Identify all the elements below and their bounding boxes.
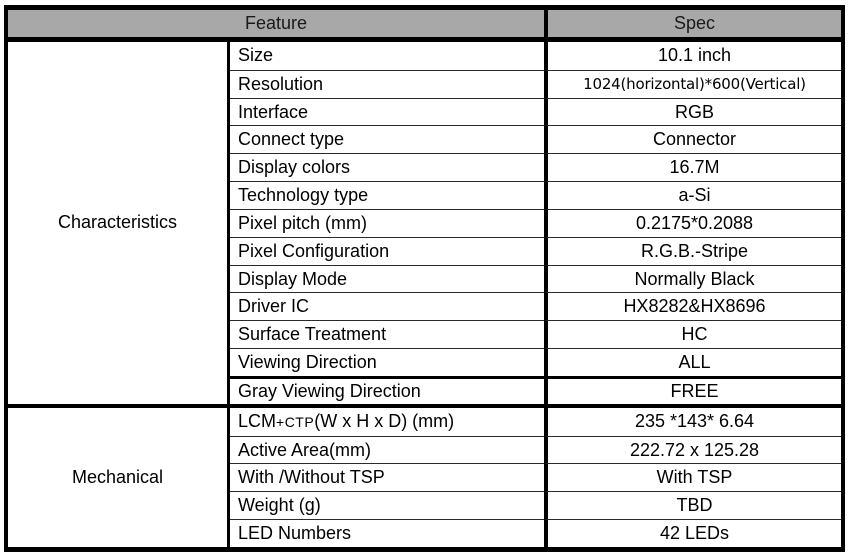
feature-cell: LED Numbers [230, 519, 544, 547]
spec-cell: Connector [544, 125, 841, 154]
table-header-row: Feature Spec [8, 10, 841, 42]
section-label-characteristics: Characteristics [8, 42, 230, 404]
feature-cell: With /Without TSP [230, 463, 544, 491]
feature-cell: Gray Viewing Direction [230, 375, 544, 404]
spec-cell: TBD [544, 491, 841, 520]
spec-cell: 222.72 x 125.28 [544, 435, 841, 464]
spec-cell: ALL [544, 348, 841, 376]
spec-column-header: Spec [544, 10, 841, 37]
feature-cell: Interface [230, 97, 544, 126]
spec-cell: 235 *143* 6.64 [544, 407, 841, 436]
spec-cell: a-Si [544, 181, 841, 209]
feature-cell: Display Mode [230, 264, 544, 293]
feature-cell: Weight (g) [230, 491, 544, 519]
section-mechanical: Mechanical LCM +CTP (W x H x D) (mm) 235… [8, 407, 841, 547]
spec-cell: HC [544, 320, 841, 349]
feature-cell: Resolution [230, 69, 544, 98]
section-label-mechanical: Mechanical [8, 407, 230, 547]
feature-cell: Connect type [230, 125, 544, 153]
feature-cell: Pixel Configuration [230, 236, 544, 265]
feature-cell: Surface Treatment [230, 320, 544, 348]
spec-cell: 42 LEDs [544, 519, 841, 547]
feature-cell: Technology type [230, 181, 544, 209]
section-characteristics: Characteristics Size 10.1 inch Resolutio… [8, 42, 841, 404]
spec-cell: R.G.B.-Stripe [544, 236, 841, 265]
spec-cell: 1024(horizontal)*600(Vertical) [544, 69, 841, 98]
feature-cell: Display colors [230, 153, 544, 181]
spec-cell: RGB [544, 97, 841, 126]
dimensions-label-part: (W x H x D) (mm) [314, 411, 455, 432]
feature-cell: Pixel pitch (mm) [230, 208, 544, 237]
ctp-label-part: +CTP [276, 413, 315, 430]
spec-cell: Normally Black [544, 264, 841, 293]
spec-table: Feature Spec Characteristics Size 10.1 i… [4, 5, 845, 552]
spec-cell: HX8282&HX8696 [544, 292, 841, 321]
spec-cell: With TSP [544, 463, 841, 492]
feature-cell: Driver IC [230, 292, 544, 320]
spec-cell: 0.2175*0.2088 [544, 208, 841, 237]
spec-cell: 10.1 inch [544, 42, 841, 70]
spec-cell: FREE [544, 375, 841, 404]
spec-cell: 16.7M [544, 153, 841, 182]
feature-cell: Active Area(mm) [230, 435, 544, 464]
feature-cell: LCM +CTP (W x H x D) (mm) [230, 408, 544, 436]
feature-cell: Viewing Direction [230, 348, 544, 376]
feature-cell: Size [238, 45, 274, 66]
lcm-label-part: LCM [238, 411, 277, 432]
feature-column-header: Feature [244, 13, 308, 33]
section-divider [8, 403, 841, 408]
